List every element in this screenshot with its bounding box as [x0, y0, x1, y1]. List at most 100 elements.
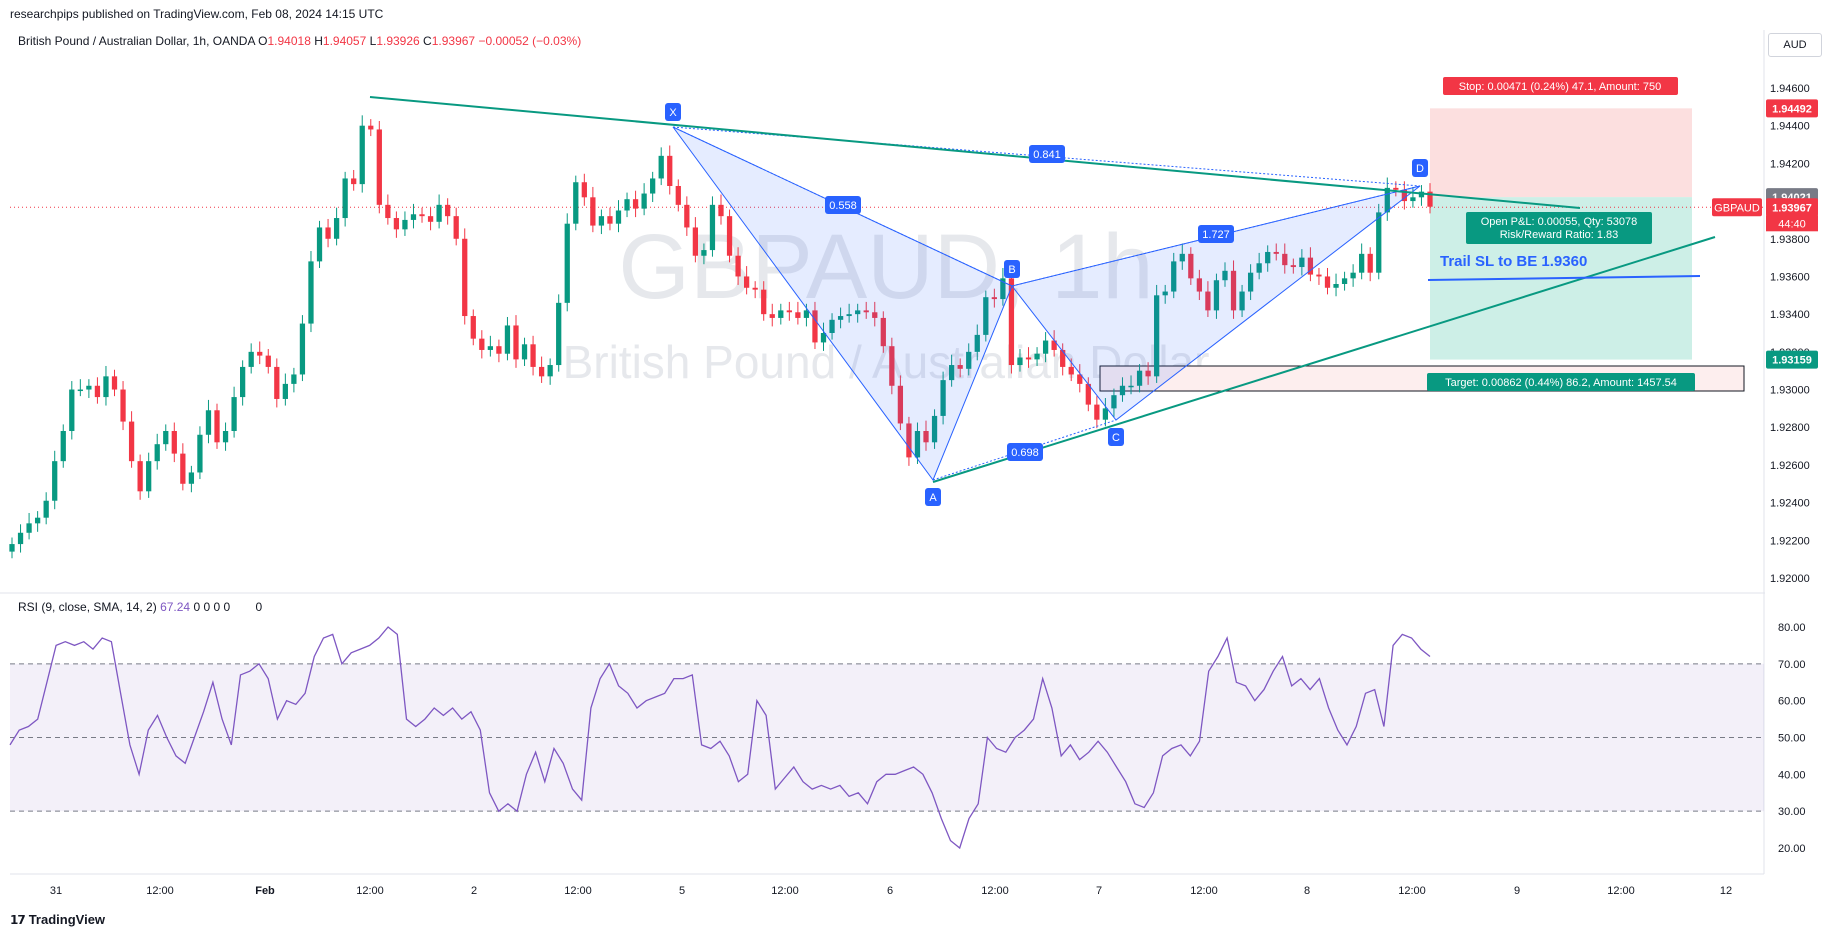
- candle-body[interactable]: [1359, 253, 1365, 273]
- candle-body[interactable]: [590, 197, 596, 226]
- candle-body[interactable]: [1230, 270, 1237, 311]
- candle-body[interactable]: [240, 366, 246, 398]
- currency-button[interactable]: AUD: [1768, 33, 1822, 57]
- candle-body[interactable]: [949, 365, 955, 381]
- candle-body[interactable]: [479, 338, 485, 350]
- candle-body[interactable]: [513, 325, 519, 360]
- candle-body[interactable]: [761, 289, 767, 315]
- candle-body[interactable]: [1111, 395, 1117, 409]
- candle-body[interactable]: [419, 214, 425, 217]
- pnl-label-box[interactable]: [1466, 212, 1652, 244]
- candle-body[interactable]: [581, 182, 587, 198]
- candle-body[interactable]: [248, 351, 254, 367]
- candle-body[interactable]: [1265, 251, 1271, 264]
- candle-body[interactable]: [1094, 404, 1100, 420]
- candle-body[interactable]: [735, 255, 741, 277]
- pattern-point-badge[interactable]: [925, 488, 941, 506]
- candle-body[interactable]: [1068, 366, 1074, 375]
- candle-body[interactable]: [1393, 187, 1399, 190]
- candle-body[interactable]: [1205, 291, 1211, 311]
- candle-body[interactable]: [308, 261, 314, 324]
- candle-body[interactable]: [1418, 191, 1425, 198]
- candle-body[interactable]: [52, 461, 58, 501]
- candle-body[interactable]: [1367, 253, 1373, 273]
- candle-body[interactable]: [1299, 257, 1305, 268]
- pattern-point-badge[interactable]: [1108, 428, 1124, 446]
- candle-body[interactable]: [180, 453, 186, 484]
- candle-body[interactable]: [556, 302, 562, 366]
- candle-body[interactable]: [906, 423, 912, 458]
- candle-body[interactable]: [538, 366, 545, 377]
- candle-body[interactable]: [9, 544, 15, 552]
- candle-body[interactable]: [855, 310, 861, 315]
- candle-body[interactable]: [1290, 265, 1296, 268]
- candle-body[interactable]: [376, 129, 382, 205]
- candle-body[interactable]: [34, 517, 41, 524]
- candle-body[interactable]: [820, 333, 827, 343]
- candle-body[interactable]: [231, 397, 237, 431]
- candle-body[interactable]: [1128, 385, 1134, 388]
- candle-body[interactable]: [342, 178, 348, 219]
- candle-body[interactable]: [573, 182, 579, 224]
- candle-body[interactable]: [1316, 274, 1322, 277]
- candle-body[interactable]: [795, 312, 801, 318]
- candle-body[interactable]: [393, 218, 400, 230]
- candle-body[interactable]: [291, 374, 297, 384]
- candle-body[interactable]: [205, 410, 212, 435]
- candle-body[interactable]: [1000, 278, 1006, 300]
- price-tag[interactable]: [1766, 198, 1818, 217]
- candle-body[interactable]: [931, 415, 938, 443]
- candle-body[interactable]: [86, 385, 92, 390]
- candle-body[interactable]: [650, 178, 656, 194]
- candle-body[interactable]: [137, 461, 143, 492]
- candle-body[interactable]: [1145, 370, 1151, 377]
- candle-body[interactable]: [607, 216, 613, 224]
- candle-body[interactable]: [1077, 374, 1083, 384]
- candle-body[interactable]: [128, 421, 135, 462]
- candle-body[interactable]: [778, 310, 784, 318]
- candle-body[interactable]: [1273, 251, 1279, 254]
- candle-body[interactable]: [1025, 357, 1032, 360]
- candle-body[interactable]: [504, 325, 511, 354]
- candle-body[interactable]: [410, 214, 417, 220]
- candle-body[interactable]: [1341, 278, 1348, 284]
- candle-body[interactable]: [641, 193, 647, 209]
- stop-label-box[interactable]: [1443, 77, 1678, 95]
- candle-body[interactable]: [1410, 197, 1416, 202]
- candle-body[interactable]: [803, 310, 810, 318]
- candle-body[interactable]: [769, 314, 775, 318]
- candle-body[interactable]: [265, 355, 271, 367]
- candle-body[interactable]: [1376, 212, 1382, 273]
- candle-body[interactable]: [445, 204, 451, 217]
- candle-body[interactable]: [1213, 280, 1220, 311]
- candle-body[interactable]: [214, 410, 220, 443]
- candle-body[interactable]: [675, 186, 681, 205]
- candle-body[interactable]: [709, 204, 716, 251]
- candle-body[interactable]: [786, 310, 792, 313]
- candle-body[interactable]: [385, 204, 391, 219]
- candle-body[interactable]: [222, 431, 229, 443]
- rsi-legend[interactable]: RSI (9, close, SMA, 14, 2) 67.24 0 0 0 0…: [18, 600, 262, 614]
- candle-body[interactable]: [1154, 295, 1160, 377]
- candle-body[interactable]: [726, 216, 733, 256]
- price-tag[interactable]: [1766, 350, 1818, 369]
- candle-body[interactable]: [966, 351, 972, 369]
- stop-zone[interactable]: [1430, 108, 1692, 198]
- candle-body[interactable]: [257, 351, 263, 356]
- candle-body[interactable]: [863, 310, 869, 313]
- candle-body[interactable]: [427, 216, 434, 222]
- candle-body[interactable]: [1222, 270, 1228, 281]
- candle-body[interactable]: [1171, 261, 1177, 292]
- candle-body[interactable]: [43, 500, 49, 518]
- candle-body[interactable]: [812, 310, 818, 343]
- candle-body[interactable]: [17, 532, 24, 545]
- trail-sl-line[interactable]: [1427, 275, 1701, 281]
- candle-body[interactable]: [1017, 357, 1023, 366]
- candle-body[interactable]: [26, 523, 32, 533]
- candle-body[interactable]: [615, 210, 622, 224]
- candle-body[interactable]: [1401, 189, 1408, 202]
- candle-body[interactable]: [521, 344, 528, 360]
- candle-body[interactable]: [487, 346, 493, 350]
- candle-body[interactable]: [897, 385, 904, 424]
- candle-body[interactable]: [752, 287, 758, 290]
